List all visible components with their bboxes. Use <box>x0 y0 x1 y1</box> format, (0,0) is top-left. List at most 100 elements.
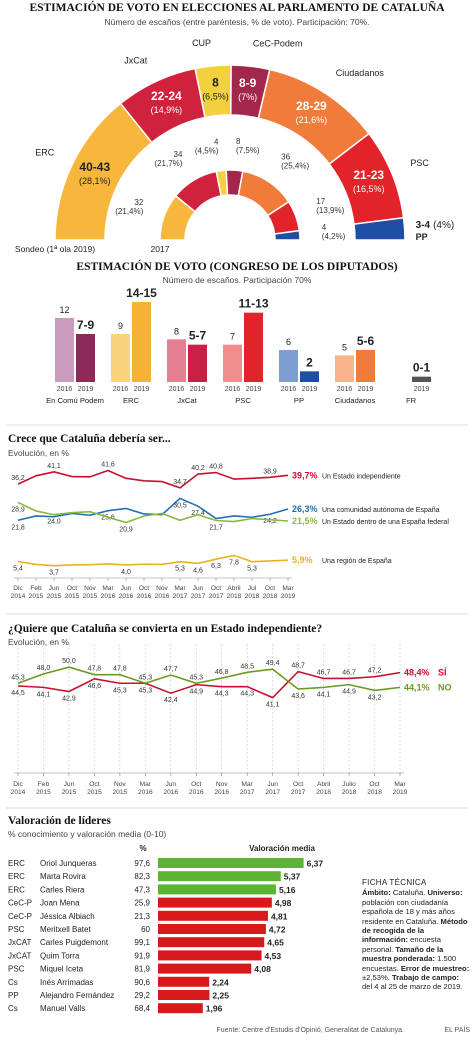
knowledge-value: 60 <box>141 925 150 934</box>
series-label: 2017 <box>151 244 170 254</box>
category-label: FR <box>406 396 417 405</box>
line <box>17 666 401 692</box>
x-tick-label: Julio 2018 <box>342 781 357 796</box>
chart-title: ¿Quiere que Cataluña se convierta en un … <box>8 623 322 635</box>
knowledge-value: 29,2 <box>134 991 150 1000</box>
year-label: 2016 <box>57 386 73 393</box>
year-label: 2019 <box>78 386 94 393</box>
bar <box>158 884 276 895</box>
vote-label: (7%) <box>238 92 257 102</box>
x-tick-label: Jun 2015 <box>62 781 77 796</box>
value-label: 5-6 <box>357 334 375 348</box>
x-tick-label: Nov 2015 <box>83 585 98 600</box>
party-label: PSC <box>8 925 25 934</box>
party-label: PSC <box>410 158 429 168</box>
fact-label: Trabajo de campo: <box>391 973 460 983</box>
x-tick-month: Dic <box>13 585 23 592</box>
source: Fuente: Centre d'Estudis d'Opinió, Gener… <box>216 1027 404 1034</box>
vote-label: (21,4%) <box>115 207 143 216</box>
x-tick-month: Dic <box>13 781 23 788</box>
value-label: 2 <box>306 355 313 369</box>
arc-segment <box>353 216 406 241</box>
value-label: 46,7 <box>317 669 331 676</box>
x-tick-year: 2014 <box>11 789 26 796</box>
value-label: 44,1 <box>317 691 331 698</box>
x-tick-year: 2015 <box>87 789 102 796</box>
bar <box>188 344 207 382</box>
fact-text: ±2,53%. <box>362 973 390 983</box>
value-label: 45,3 <box>139 674 153 681</box>
x-tick-year: 2014 <box>11 593 26 600</box>
x-tick-month: Jun <box>165 781 176 788</box>
value-label: 5 <box>342 342 347 352</box>
value-label: 46,6 <box>88 683 102 690</box>
value-label: 12 <box>59 305 69 315</box>
fact-text: encuesta personal. <box>362 935 441 954</box>
arc-segment <box>273 229 301 241</box>
party-label: ERC <box>8 872 25 881</box>
value-label: 4,98 <box>275 898 292 908</box>
fact-sheet-title: FICHA TÉCNICA <box>362 878 427 887</box>
bar <box>279 350 298 382</box>
party-label: PP <box>8 991 19 1000</box>
vote-label: (4,2%) <box>322 232 346 241</box>
x-tick-label: Jul 2018 <box>245 585 260 600</box>
value-label: 34,7 <box>173 479 187 486</box>
leader-name: Manuel Valls <box>40 1004 85 1013</box>
x-tick-label: Oct 2015 <box>65 585 80 600</box>
x-tick-month: Oct <box>211 585 221 592</box>
x-tick-year: 2016 <box>163 789 178 796</box>
leader-name: Carles Riera <box>40 885 85 894</box>
vote-label: (21,6%) <box>296 115 328 125</box>
seat-label: 3-4 <box>416 220 431 231</box>
chart-subtitle: Número de escaños (entre paréntesis, % d… <box>104 17 369 27</box>
series-name: Una comunidad autónoma de España <box>322 507 440 514</box>
x-tick-label: Nov 2016 <box>155 585 170 600</box>
chart-title: ESTIMACIÓN DE VOTO EN ELECCIONES AL PARL… <box>29 0 445 14</box>
value-label: 44,1 <box>37 691 51 698</box>
value-label: 48,7 <box>291 663 305 670</box>
value-label: 4,0 <box>121 569 131 576</box>
end-label: 5,9% <box>292 555 313 565</box>
fact-label: Error de muestreo: <box>400 963 470 973</box>
x-tick-year: 2018 <box>342 789 357 796</box>
x-tick-label: Feb 2015 <box>36 781 51 796</box>
series-label: Sondeo (1ª ola 2019) <box>15 244 95 254</box>
x-tick-month: Oct <box>265 585 275 592</box>
x-tick-month: Jun <box>121 585 132 592</box>
value-label: 44,3 <box>240 691 254 698</box>
vote-label: (13,9%) <box>316 206 344 215</box>
value-label: 2,24 <box>212 977 229 987</box>
value-label: 5,4 <box>13 565 23 572</box>
x-tick-year: 2017 <box>173 593 188 600</box>
value-label: 6 <box>286 337 291 347</box>
party-label: JxCAT <box>8 938 32 947</box>
x-tick-year: 2015 <box>113 789 128 796</box>
leader-name: Carles Puigdemont <box>40 938 109 947</box>
leader-name: Oriol Junqueras <box>40 859 96 868</box>
value-label: 42,4 <box>164 697 178 704</box>
seat-label: 21-23 <box>353 168 384 182</box>
bar <box>158 858 304 868</box>
leader-name: Inés Arrimadas <box>40 978 93 987</box>
bar <box>158 937 265 948</box>
bar <box>412 376 431 382</box>
vote-label: (28,1%) <box>79 176 111 186</box>
value-label: 41,1 <box>47 463 61 470</box>
bar <box>158 871 281 882</box>
x-tick-month: Jun <box>49 585 60 592</box>
chart-title: ESTIMACIÓN DE VOTO (CONGRESO DE LOS DIPU… <box>76 259 397 273</box>
x-tick-month: Mar <box>140 781 152 788</box>
fact-text: del 4 al 25 de marzo de 2019. <box>362 982 463 992</box>
leader-name: Alejandro Fernández <box>40 991 114 1000</box>
bar <box>158 910 268 921</box>
x-tick-year: 2019 <box>281 593 296 600</box>
year-label: 2016 <box>113 386 129 393</box>
series-name: Un Estado dentro de una España federal <box>322 519 449 526</box>
x-tick-year: 2015 <box>36 789 51 796</box>
bar <box>167 339 186 382</box>
bar <box>55 318 74 382</box>
party-label: Ciudadanos <box>336 68 385 78</box>
x-tick-label: Oct 2017 <box>209 585 224 600</box>
